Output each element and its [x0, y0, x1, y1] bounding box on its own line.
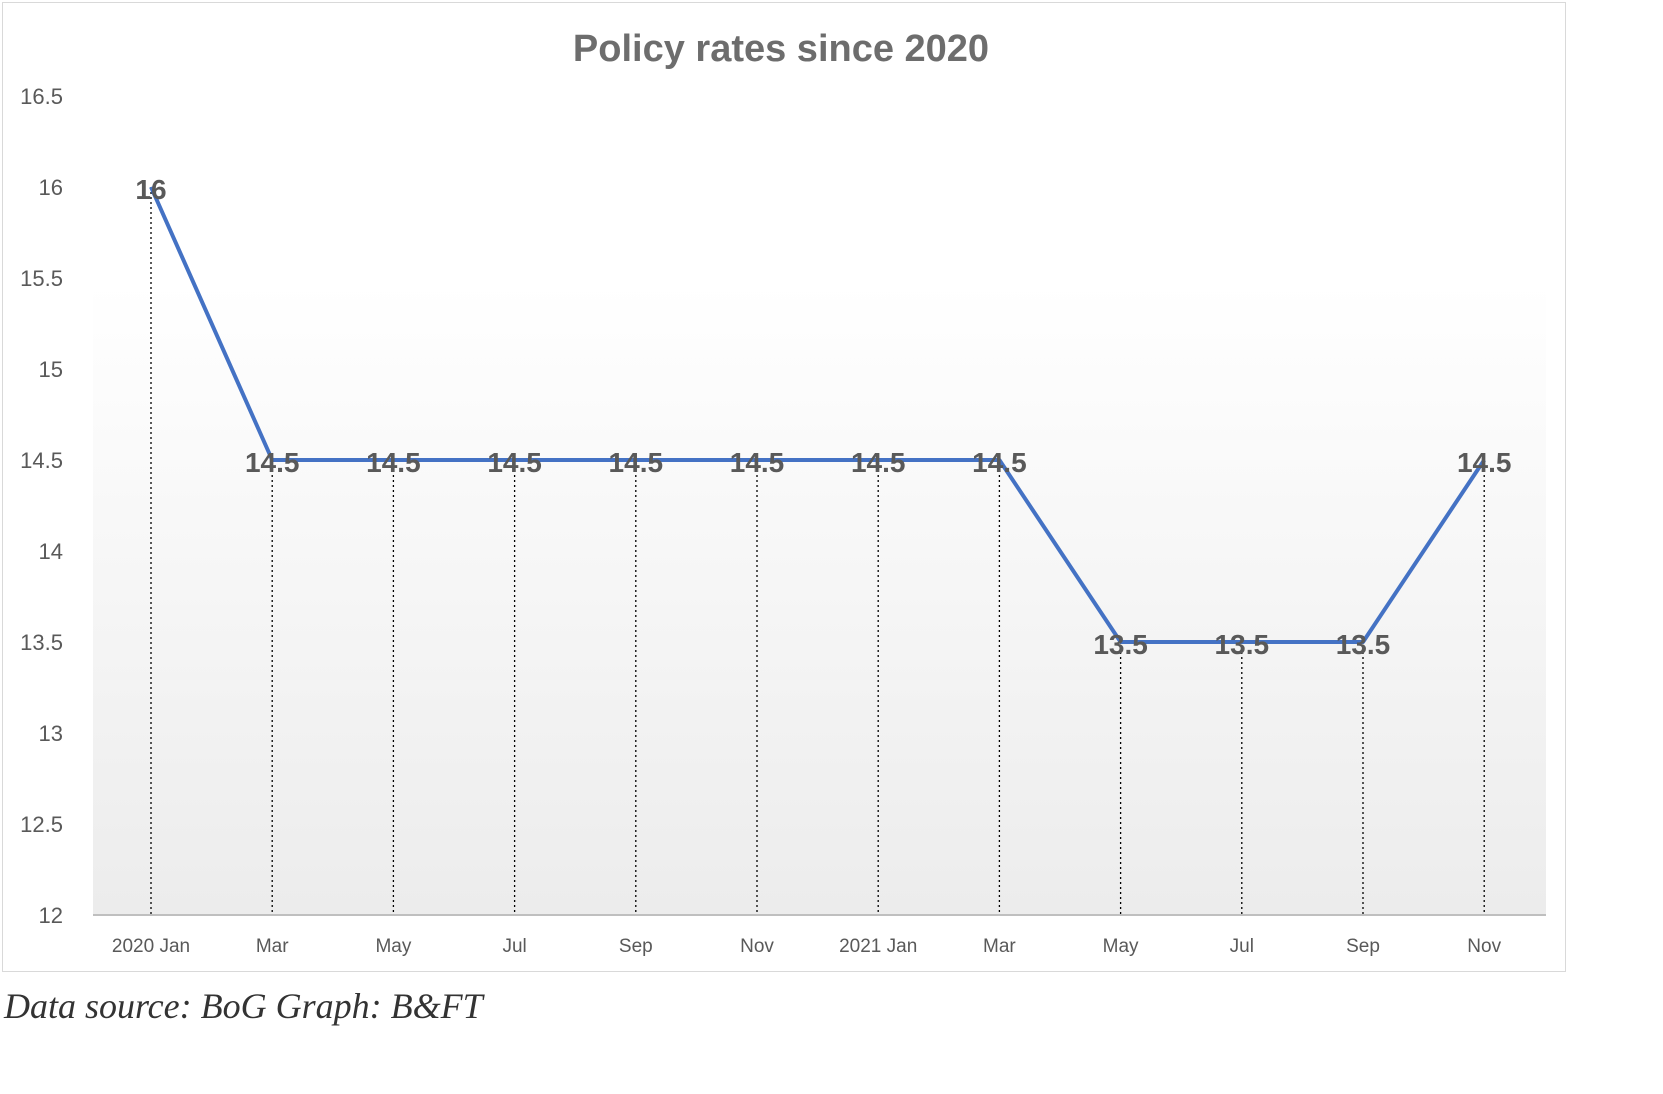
data-label: 16 — [135, 174, 166, 205]
drop-lines — [150, 187, 1485, 915]
source-note: Data source: BoG Graph: B&FT — [4, 986, 483, 1026]
data-labels: 16 14.5 14.5 14.5 14.5 14.5 14.5 14.5 13.5 13.5 13… — [135, 174, 1511, 660]
y-tick-label: 13 — [39, 721, 63, 746]
data-label: 14.5 — [972, 447, 1027, 478]
chart-frame: Policy rates since 2020 12 12.5 13 13.5 14 14… — [2, 2, 1566, 972]
y-tick-label: 13.5 — [20, 630, 63, 655]
y-tick-label: 14 — [39, 539, 63, 564]
x-tick-label: May — [375, 936, 411, 957]
data-label: 14.5 — [730, 447, 785, 478]
y-tick-label: 12 — [39, 903, 63, 928]
x-tick-label: May — [1103, 936, 1139, 957]
x-axis-ticks: 2020 Jan Mar May Jul Sep Nov 2021 Jan Mar May Jul… — [112, 936, 1502, 957]
data-label: 14.5 — [487, 447, 542, 478]
x-tick-label: Sep — [1346, 936, 1380, 957]
line-chart: Policy rates since 2020 12 12.5 13 13.5 14 14… — [20, 28, 1546, 957]
data-label: 14.5 — [609, 447, 664, 478]
data-label: 13.5 — [1093, 629, 1148, 660]
x-tick-label: Nov — [1467, 936, 1501, 957]
data-label: 14.5 — [366, 447, 421, 478]
x-tick-label: Jul — [1230, 936, 1254, 957]
data-label: 14.5 — [245, 447, 300, 478]
x-tick-label: Jul — [502, 936, 526, 957]
series-group — [149, 186, 1486, 644]
y-tick-label: 15 — [39, 357, 63, 382]
x-tick-label: 2020 Jan — [112, 936, 190, 957]
y-tick-label: 12.5 — [20, 812, 63, 837]
y-tick-label: 15.5 — [20, 266, 63, 291]
x-tick-label: Nov — [740, 936, 774, 957]
data-label: 13.5 — [1215, 629, 1270, 660]
y-tick-label: 16 — [39, 175, 63, 200]
x-tick-label: Mar — [983, 936, 1016, 957]
y-axis-ticks: 12 12.5 13 13.5 14 14.5 15 15.5 16 16.5 — [20, 84, 63, 928]
plot-area-background — [93, 283, 1546, 915]
data-label: 14.5 — [851, 447, 906, 478]
y-tick-label: 14.5 — [20, 448, 63, 473]
x-tick-label: Sep — [619, 936, 653, 957]
chart-title: Policy rates since 2020 — [573, 28, 989, 70]
data-label: 14.5 — [1457, 447, 1512, 478]
y-tick-label: 16.5 — [20, 84, 63, 109]
x-tick-label: Mar — [256, 936, 289, 957]
series-line — [149, 186, 1486, 644]
x-tick-label: 2021 Jan — [839, 936, 917, 957]
data-label: 13.5 — [1336, 629, 1391, 660]
